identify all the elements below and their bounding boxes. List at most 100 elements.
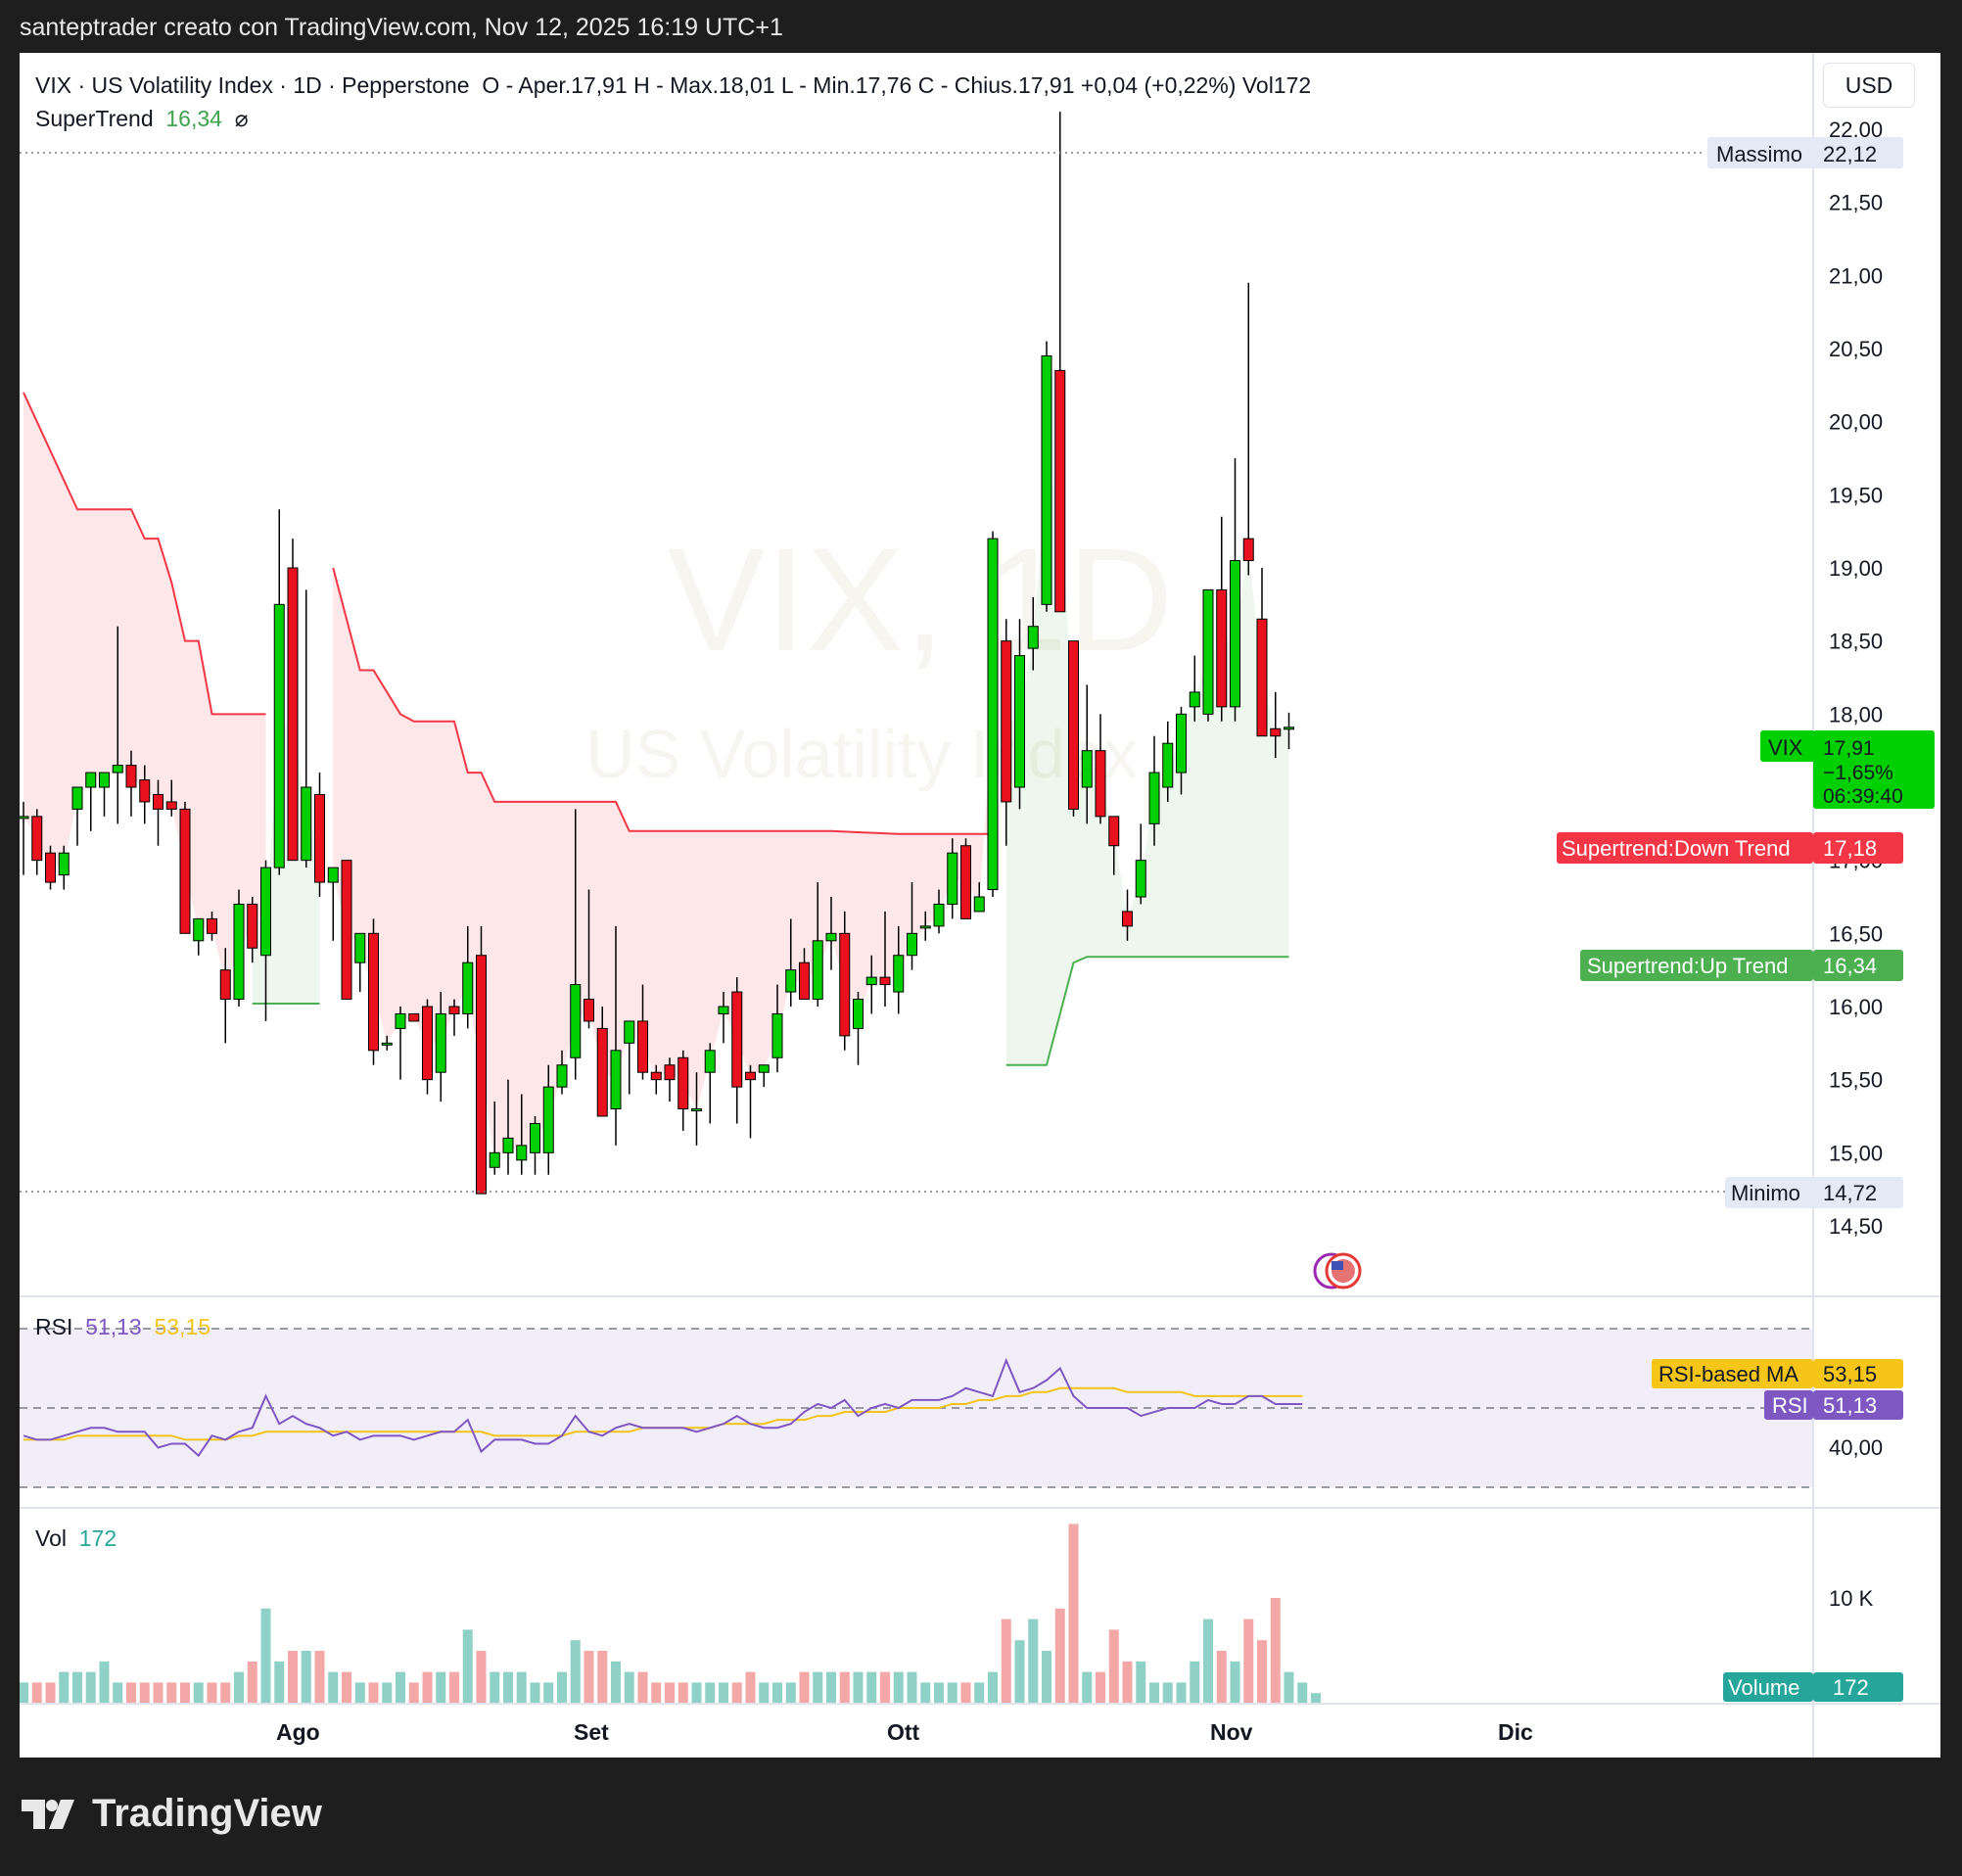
supertrend-down-line [23,392,266,716]
volume-bar [745,1671,756,1704]
month-label-ott: Ott [887,1719,920,1745]
candle-body [879,976,891,986]
candle [637,984,648,1080]
volume-bar [1136,1661,1146,1704]
candle-body [907,932,917,957]
volume-bar [180,1682,190,1704]
volume-bar [1149,1682,1159,1704]
volume-bar [826,1671,836,1704]
candle-body [677,1056,689,1110]
volume-bar [665,1682,675,1704]
volume-bar [570,1640,581,1704]
volume-bar [853,1671,864,1704]
currency-button[interactable]: USD [1823,63,1915,108]
candle [1176,706,1187,795]
rsi-label[interactable]: RSI [35,1314,73,1339]
volume-bar [637,1671,648,1704]
candle [85,772,97,831]
supertrend-down-line [332,567,993,835]
candle-body [489,1151,500,1168]
rsi-legend[interactable]: RSI 51,13 53,15 [35,1314,210,1340]
rsi-tag-value: 51,13 [1823,1393,1877,1418]
candle-body [745,1071,756,1081]
vol-label[interactable]: Vol [35,1525,67,1551]
candle [785,918,797,1007]
candle-body [1027,626,1039,649]
volume-bar [1042,1651,1051,1704]
candle-body [933,903,945,927]
candle [341,860,352,1001]
vix-price-value: 17,91 [1823,737,1875,760]
chart-canvas[interactable]: VIX, 1D US Volatility Index 22,0021,5021… [20,53,1940,1758]
supertrend-up-fill [1005,480,1289,1065]
candle-body [893,955,905,993]
candle-body [637,1020,648,1073]
volume-bar [772,1682,782,1704]
candle-body [542,1086,554,1153]
candle [624,1020,635,1095]
volume-bar [799,1671,810,1704]
volume-bar [866,1671,877,1704]
supertrend-label[interactable]: SuperTrend [35,106,154,131]
vix-symbol-tag [1760,730,1815,762]
volume-bar [1162,1682,1173,1704]
candle-body [799,961,810,1001]
volume-bar [516,1671,527,1704]
massimo-tag [1707,137,1903,168]
candle [179,801,191,934]
volume-bar [934,1682,944,1704]
volume-bar [880,1671,890,1704]
candle-body [812,940,823,1001]
candle-body [960,845,971,919]
supertrend-up-tag [1580,950,1813,981]
snapshot-caption: santeptrader creato con TradingView.com,… [20,14,783,41]
candle [718,992,729,1044]
candle-body [785,969,797,993]
candle [771,984,783,1073]
volume-tag [1723,1672,1813,1702]
price-tick-label: 21,00 [1829,263,1883,288]
candle [758,1064,770,1088]
volume-bar [705,1682,716,1704]
candle [207,911,217,941]
volume-bar [207,1682,217,1704]
candle-body [1081,750,1093,788]
volume-bar [31,1682,42,1704]
candle-body [570,984,582,1058]
candle [112,626,123,824]
candle-body [207,917,217,934]
volume-bar [99,1661,110,1704]
volume-bar [1122,1661,1133,1704]
volume-bar [1068,1524,1079,1704]
candle-body [153,793,164,810]
symbol-info-row[interactable]: VIX · US Volatility Index · 1D · Peppers… [35,69,1311,102]
vol-legend[interactable]: Vol 172 [35,1525,117,1552]
candle [530,1116,540,1175]
candle-body [476,955,487,1195]
candle [381,1035,393,1051]
hide-indicator-icon[interactable]: ⌀ [234,106,249,131]
candle [1081,684,1093,824]
candle-body [624,1020,635,1044]
candle [1284,712,1294,750]
rsi-line [23,1357,1303,1458]
price-tick-label: 15,00 [1829,1141,1883,1165]
volume-bar [274,1661,285,1704]
candle [260,860,271,1021]
symbol-title[interactable]: VIX · US Volatility Index · 1D · Peppers… [35,72,470,98]
rsi-value-tag [1813,1390,1903,1420]
volume-bar [1028,1618,1039,1704]
volume-bar [354,1682,365,1704]
candle [865,955,877,1014]
economic-events-icon[interactable] [1313,1252,1362,1290]
candle [1108,816,1120,875]
supertrend-legend-row[interactable]: SuperTrend 16,34 ⌀ [35,102,1311,135]
candle-body [125,765,137,788]
candle-body [825,932,837,942]
candle-body [1014,655,1025,788]
volume-bar [1054,1608,1065,1704]
volume-bar [260,1608,271,1704]
rsi-ma-tag [1652,1359,1813,1388]
chart-panel[interactable]: VIX, 1D US Volatility Index 22,00 21,50 21… [20,53,1940,1758]
rsi-tag [1764,1390,1813,1420]
